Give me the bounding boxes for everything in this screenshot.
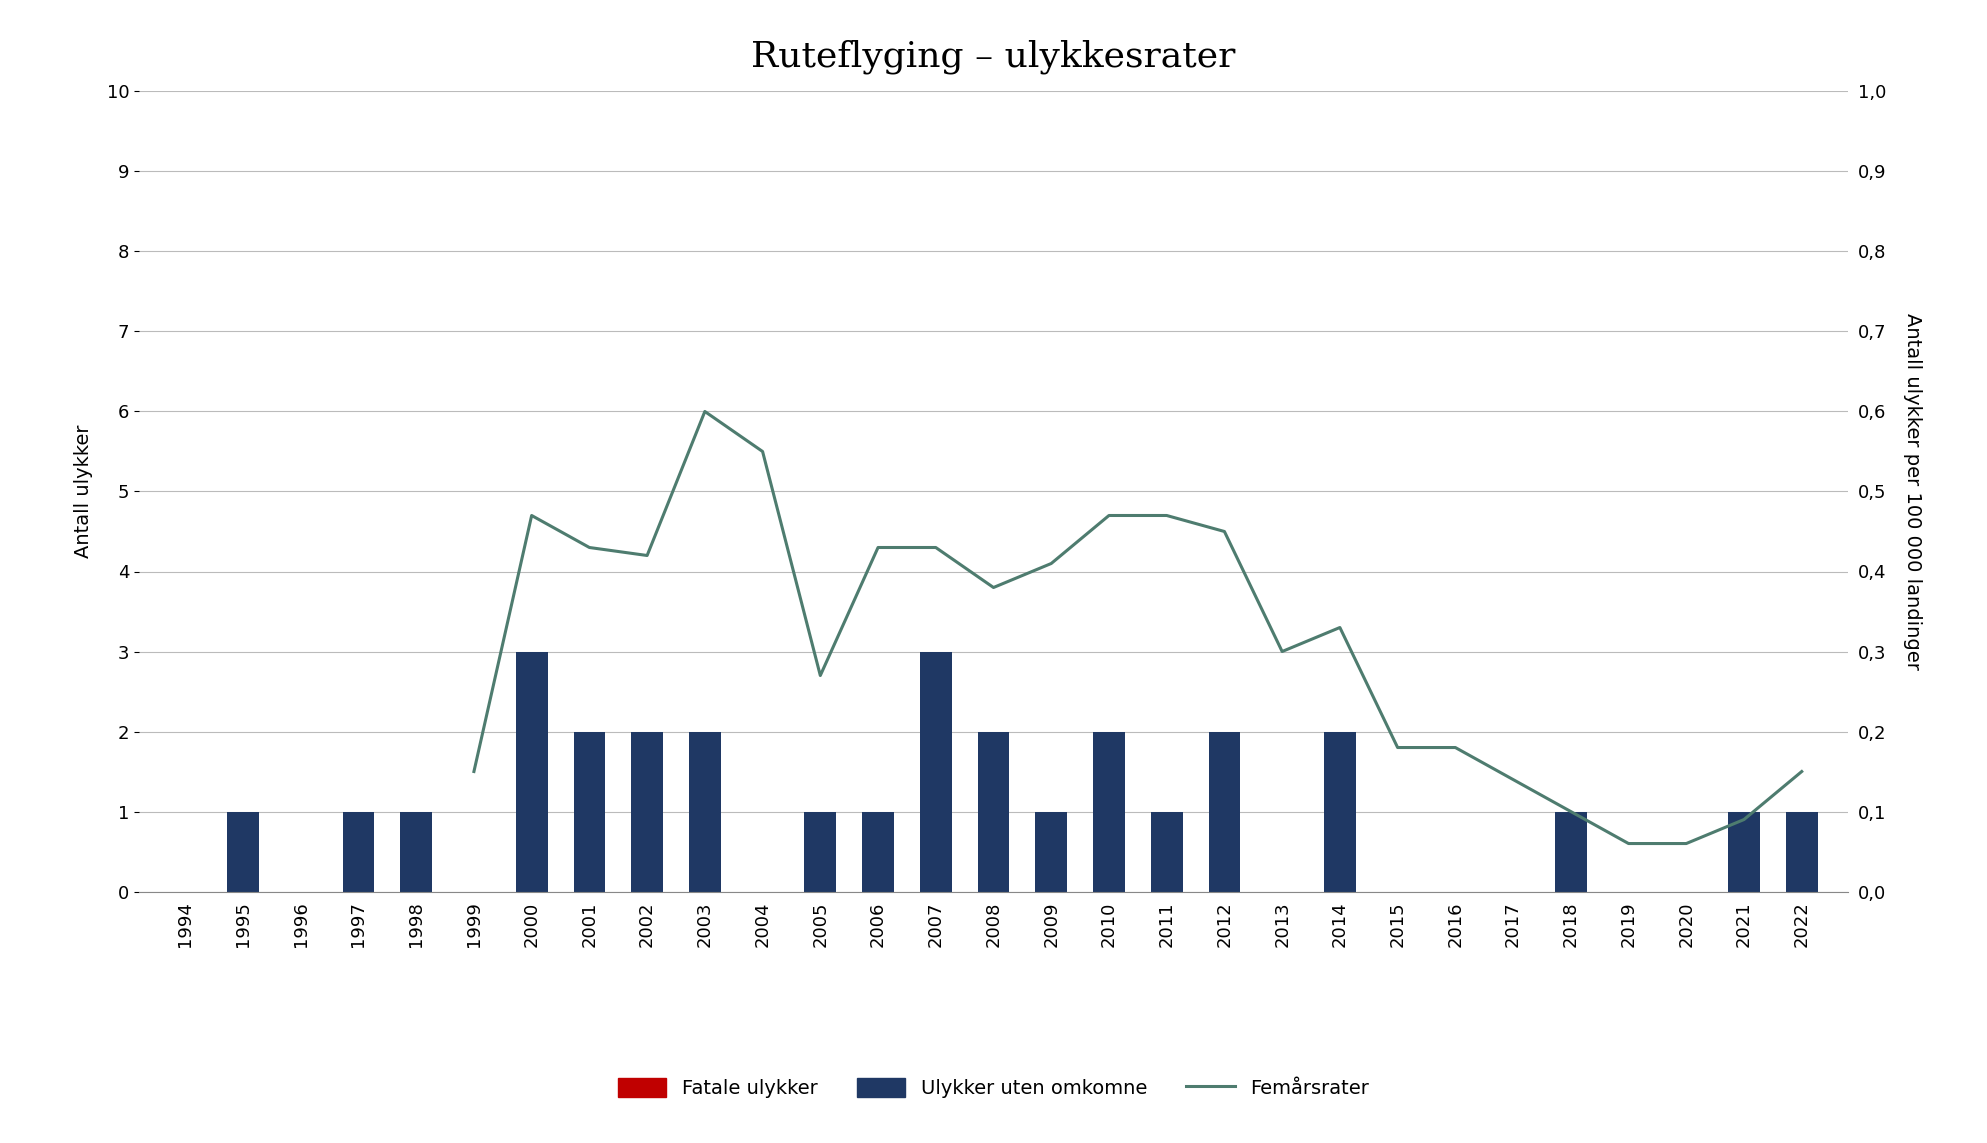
Bar xyxy=(689,732,721,892)
Bar xyxy=(517,652,548,892)
Bar xyxy=(227,812,258,892)
Bar xyxy=(1323,732,1355,892)
Bar xyxy=(920,652,952,892)
Bar xyxy=(342,812,374,892)
Bar xyxy=(862,812,894,892)
Legend: Fatale ulykker, Ulykker uten omkomne, Femårsrater: Fatale ulykker, Ulykker uten omkomne, Fe… xyxy=(610,1070,1377,1105)
Bar xyxy=(1035,812,1067,892)
Bar xyxy=(1208,732,1240,892)
Bar xyxy=(632,732,664,892)
Bar xyxy=(805,812,837,892)
Bar xyxy=(1729,812,1760,892)
Y-axis label: Antall ulykker per 100 000 landinger: Antall ulykker per 100 000 landinger xyxy=(1904,313,1921,670)
Bar xyxy=(1786,812,1818,892)
Bar xyxy=(978,732,1009,892)
Bar xyxy=(1150,812,1182,892)
Title: Ruteflyging – ulykkesrater: Ruteflyging – ulykkesrater xyxy=(751,40,1236,74)
Bar xyxy=(574,732,606,892)
Bar xyxy=(399,812,431,892)
Bar xyxy=(1556,812,1588,892)
Bar xyxy=(1093,732,1125,892)
Y-axis label: Antall ulykker: Antall ulykker xyxy=(74,425,93,558)
